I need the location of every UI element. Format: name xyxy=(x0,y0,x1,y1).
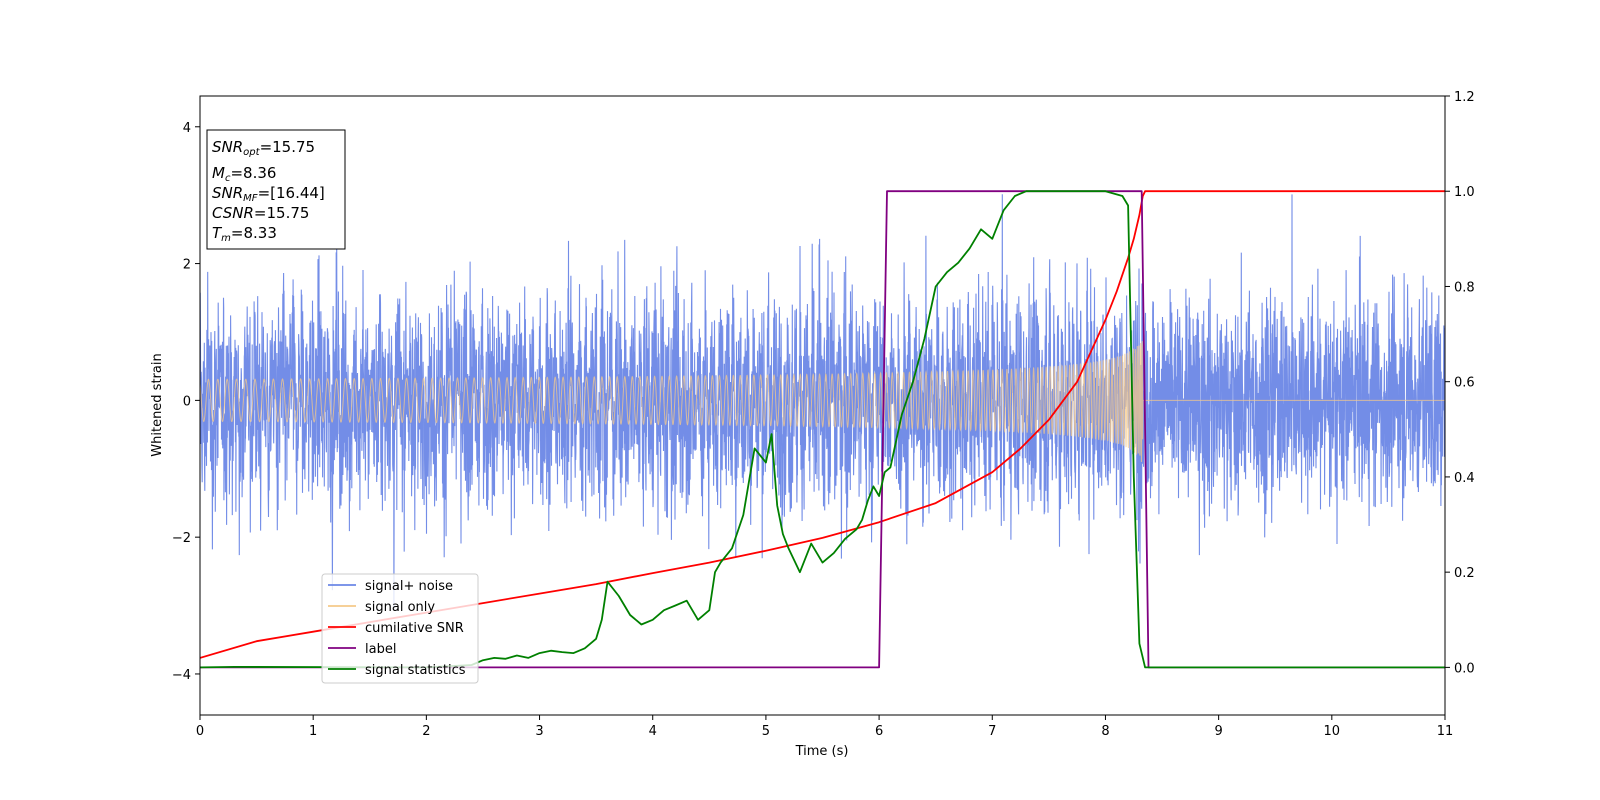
legend: signal+ noise signal only cumilative SNR… xyxy=(321,573,479,684)
y-tick-label: −4 xyxy=(172,668,191,683)
x-tick-label: 4 xyxy=(649,724,657,739)
y-tick-label: 0 xyxy=(183,394,191,409)
signal-only-layer xyxy=(200,341,1445,463)
y-axis-right: 1.2 1.0 0.8 0.6 0.4 0.2 0.0 xyxy=(1445,90,1475,676)
x-tick-label: 7 xyxy=(988,724,996,739)
legend-frame xyxy=(321,573,479,684)
x-axis: 0 1 2 3 4 5 6 7 8 9 10 11 xyxy=(196,715,1453,739)
x-tick-label: 5 xyxy=(762,724,770,739)
plot-frame xyxy=(199,95,1446,716)
y2-tick-label: 0.2 xyxy=(1454,566,1475,581)
x-tick-label: 10 xyxy=(1324,724,1341,739)
series-signal-statistics xyxy=(200,190,1445,669)
y-axis-label: Whitened strain xyxy=(150,353,165,456)
info-snr-opt: SNRopt=15.75 xyxy=(212,138,315,158)
legend-item-signal-noise: signal+ noise xyxy=(328,579,453,594)
series-signal-only xyxy=(200,341,1445,463)
series-signal-noise xyxy=(200,194,1445,611)
y2-tick-label: 0.6 xyxy=(1454,376,1475,391)
legend-item-label: label xyxy=(328,642,396,657)
y2-tick-label: 1.2 xyxy=(1454,90,1475,105)
x-tick-label: 6 xyxy=(875,724,883,739)
legend-item-cumulative-snr: cumilative SNR xyxy=(328,621,464,636)
legend-label: cumilative SNR xyxy=(365,621,464,636)
legend-label: signal only xyxy=(365,600,435,615)
x-tick-label: 2 xyxy=(422,724,430,739)
info-csnr: CSNR=15.75 xyxy=(212,204,309,222)
legend-item-signal-only: signal only xyxy=(328,600,435,615)
x-tick-label: 3 xyxy=(535,724,543,739)
y-tick-label: 2 xyxy=(183,258,191,273)
legend-item-signal-statistics: signal statistics xyxy=(328,663,466,678)
x-tick-label: 9 xyxy=(1214,724,1222,739)
info-box: SNRopt=15.75 Mc=8.36 SNRMF=[16.44] CSNR=… xyxy=(206,129,346,250)
signal-noise-layer xyxy=(200,194,1445,611)
info-snr-mf: SNRMF=[16.44] xyxy=(212,184,325,204)
legend-label: signal+ noise xyxy=(365,579,453,594)
info-box-frame xyxy=(206,129,346,250)
y2-tick-label: 0.8 xyxy=(1454,280,1475,295)
y2-tick-label: 0.4 xyxy=(1454,471,1475,486)
x-axis-label: Time (s) xyxy=(795,744,849,759)
x-tick-label: 1 xyxy=(309,724,317,739)
x-tick-label: 8 xyxy=(1101,724,1109,739)
y2-tick-label: 1.0 xyxy=(1454,185,1475,200)
info-mc: Mc=8.36 xyxy=(212,164,276,184)
x-tick-label: 0 xyxy=(196,724,204,739)
y-tick-label: 4 xyxy=(183,121,191,136)
y2-tick-label: 0.0 xyxy=(1454,661,1475,676)
info-tm: Tm=8.33 xyxy=(212,224,277,244)
legend-label: label xyxy=(365,642,396,657)
y-tick-label: −2 xyxy=(172,531,191,546)
legend-label: signal statistics xyxy=(365,663,466,678)
y-axis-left: 4 2 0 −2 −4 xyxy=(172,121,200,683)
x-tick-label: 11 xyxy=(1437,724,1454,739)
